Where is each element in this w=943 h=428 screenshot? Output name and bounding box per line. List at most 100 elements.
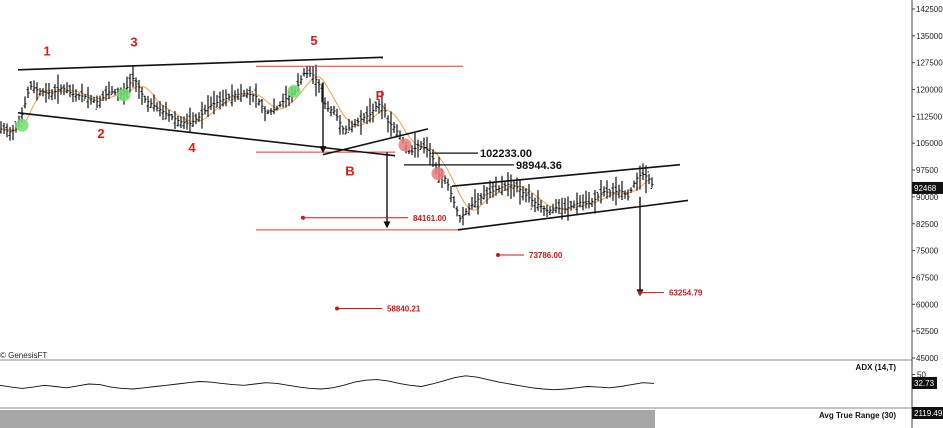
price-bar — [162, 105, 165, 120]
price-bar — [315, 65, 318, 97]
price-bar — [33, 80, 36, 93]
level-label: 63254.79 — [669, 289, 703, 298]
main-price-panel — [0, 65, 912, 408]
y-tick-label: 45000 — [916, 354, 939, 363]
price-bar — [495, 177, 498, 196]
price-bar — [150, 98, 153, 107]
level-label: 102233.00 — [480, 148, 532, 160]
price-bar — [6, 123, 9, 137]
price-bar — [249, 86, 252, 105]
y-tick-label: 60000 — [916, 300, 939, 309]
level-label: 98944.36 — [516, 160, 562, 172]
price-bar — [456, 206, 459, 216]
price-bar — [459, 215, 462, 223]
price-bar — [246, 89, 249, 99]
price-bar — [267, 109, 270, 114]
price-bar — [621, 181, 624, 200]
price-bar — [264, 106, 267, 121]
price-bar — [63, 84, 66, 95]
price-bar — [30, 81, 33, 90]
signal-dot — [399, 138, 412, 151]
wave-label: P — [376, 88, 385, 103]
price-bar — [474, 189, 477, 208]
price-bar — [300, 75, 303, 85]
price-bar — [228, 94, 231, 101]
y-tick-label: 82500 — [916, 220, 939, 229]
price-bar — [303, 68, 306, 76]
price-bar — [252, 92, 255, 102]
price-bar — [102, 91, 105, 101]
adx-title: ADX (14,T) — [856, 363, 897, 372]
level-label: 58840.21 — [387, 304, 421, 313]
price-bar — [87, 87, 90, 108]
y-tick-label: 120000 — [916, 86, 943, 95]
price-bar — [66, 82, 69, 93]
price-bar — [393, 122, 396, 133]
price-bar — [165, 102, 168, 120]
price-bar — [141, 87, 144, 105]
price-bar — [42, 88, 45, 96]
price-bar — [132, 66, 135, 87]
price-bar — [633, 181, 636, 188]
last-price-value: 92468 — [914, 184, 937, 193]
y-tick-label: 90000 — [916, 193, 939, 202]
price-bar — [216, 95, 219, 107]
price-bar — [417, 140, 420, 158]
price-bar — [48, 83, 51, 99]
price-bar — [345, 125, 348, 133]
price-bar — [462, 207, 465, 225]
moving-average-line — [4, 77, 652, 210]
price-bar — [588, 192, 591, 208]
price-bar — [570, 201, 573, 211]
price-bar — [627, 189, 630, 200]
price-bar — [156, 102, 159, 111]
price-bar — [78, 93, 81, 100]
arrow-head — [384, 221, 391, 228]
price-bar — [414, 133, 417, 158]
price-bar — [114, 89, 117, 95]
price-bar — [429, 143, 432, 165]
price-bar — [186, 114, 189, 130]
price-bar — [201, 102, 204, 129]
price-bar — [258, 99, 261, 106]
trend-line — [18, 113, 395, 156]
price-bar — [513, 180, 516, 196]
price-bar — [57, 75, 60, 104]
price-bar — [204, 105, 207, 115]
wave-label: 2 — [97, 126, 104, 141]
price-bar — [24, 96, 27, 108]
price-bar — [642, 163, 645, 180]
price-bar — [552, 204, 555, 213]
signal-dot — [16, 119, 29, 132]
price-bar — [180, 116, 183, 128]
price-bar — [285, 86, 288, 108]
price-bar — [3, 123, 6, 134]
price-bar — [576, 193, 579, 216]
price-bar — [279, 101, 282, 107]
price-bar — [147, 96, 150, 112]
price-bar — [72, 84, 75, 102]
price-bar — [144, 96, 147, 103]
price-bar — [234, 90, 237, 102]
price-bar — [240, 84, 243, 102]
price-bar — [207, 95, 210, 117]
adx-line — [0, 376, 654, 390]
wave-label: 3 — [130, 35, 137, 50]
price-bar — [471, 197, 474, 209]
y-tick-label: 97500 — [916, 166, 939, 175]
price-bar — [312, 66, 315, 83]
atr-panel: Avg True Range (30) 2119.49 — [0, 407, 943, 428]
price-bar — [363, 113, 366, 123]
price-bar — [261, 99, 264, 113]
price-bar — [324, 97, 327, 109]
price-bar — [327, 101, 330, 112]
signal-dot — [288, 85, 301, 98]
y-tick-label: 112500 — [916, 112, 943, 121]
price-bar — [192, 112, 195, 127]
wave-label: B — [345, 163, 354, 178]
price-bar — [564, 198, 567, 214]
price-bar — [270, 108, 273, 115]
price-bar — [111, 86, 114, 95]
